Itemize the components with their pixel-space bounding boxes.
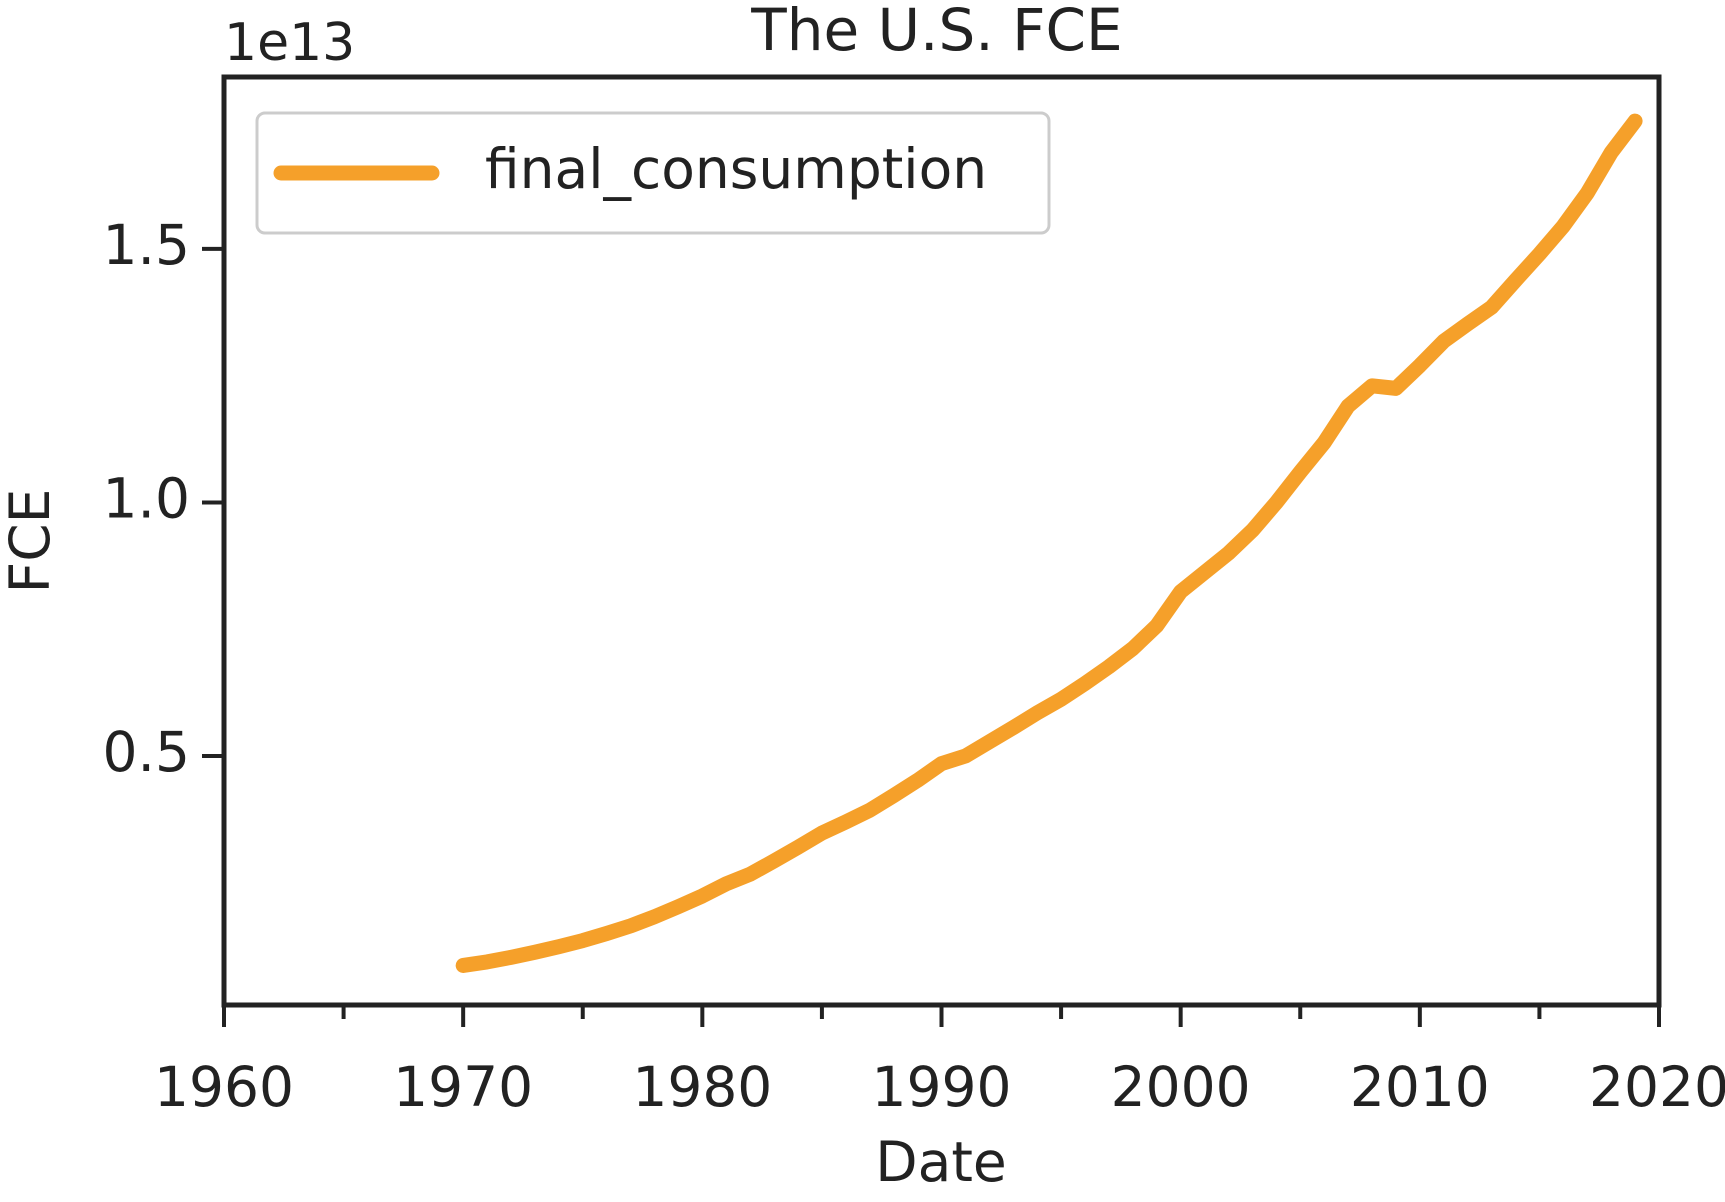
series-line: [455, 113, 1643, 973]
x-tick-label: 1970: [393, 1055, 533, 1119]
y-axis-label: FCE: [0, 489, 62, 594]
x-axis-label: Date: [875, 1130, 1006, 1194]
x-tick-label: 1980: [632, 1055, 772, 1119]
x-tick-label: 2010: [1350, 1055, 1490, 1119]
legend-box: [255, 111, 1051, 235]
chart-title: The U.S. FCE: [750, 0, 1122, 64]
y-tick-label: 1.0: [103, 467, 190, 531]
legend-label: final_consumption: [485, 137, 987, 201]
y-tick-label: 1.5: [103, 213, 190, 277]
axis-offset: 1e13: [224, 13, 355, 73]
y-tick-label: 0.5: [103, 720, 190, 784]
x-tick-label: 1990: [872, 1055, 1012, 1119]
x-tick-label: 2000: [1111, 1055, 1251, 1119]
x-tick-label: 1960: [154, 1055, 294, 1119]
x-tick-label: 2020: [1589, 1055, 1725, 1119]
plot-frame: [221, 74, 1662, 1008]
